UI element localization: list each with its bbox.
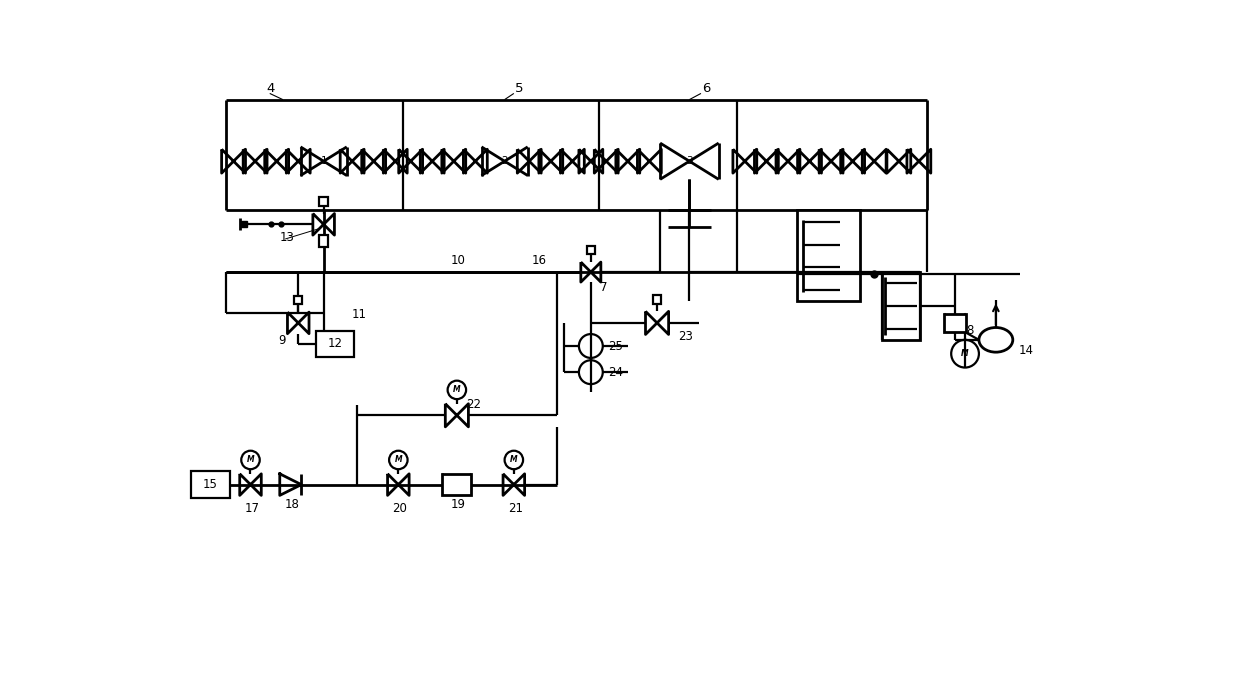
Bar [652,295,661,304]
Text: 8: 8 [967,324,973,337]
Text: 24: 24 [608,366,622,379]
Text: 25: 25 [608,340,622,353]
Text: 23: 23 [678,330,693,343]
Bar [797,210,861,301]
Bar [320,197,327,206]
Text: 9: 9 [278,335,285,347]
Text: 15: 15 [203,478,218,491]
Text: 13: 13 [280,231,295,244]
Text: 3: 3 [686,156,693,166]
Text: 12: 12 [327,337,342,350]
Text: 10: 10 [450,254,465,268]
Text: 11: 11 [352,308,367,321]
Bar [316,331,355,357]
Text: 4: 4 [265,82,274,95]
Text: M: M [510,456,517,464]
Bar [587,246,595,254]
Text: 22: 22 [466,397,481,410]
Text: 19: 19 [450,498,466,510]
Text: 1: 1 [320,156,327,166]
Text: 7: 7 [600,281,608,294]
Bar [191,470,229,498]
Text: 2: 2 [501,156,508,166]
Text: 16: 16 [532,254,547,268]
Text: M: M [394,456,402,464]
Bar [882,272,920,340]
Text: 5: 5 [516,82,523,95]
Bar [945,314,966,332]
Text: 17: 17 [244,502,259,515]
Bar [294,296,303,304]
Text: 6: 6 [703,82,711,95]
Text: 18: 18 [284,498,299,510]
Bar [443,474,471,496]
Text: M: M [247,456,254,464]
Text: 20: 20 [392,502,407,515]
Text: 21: 21 [507,502,523,515]
Bar [319,235,329,247]
Text: M: M [961,349,968,358]
Text: 14: 14 [1019,343,1034,357]
Text: M: M [453,385,461,394]
